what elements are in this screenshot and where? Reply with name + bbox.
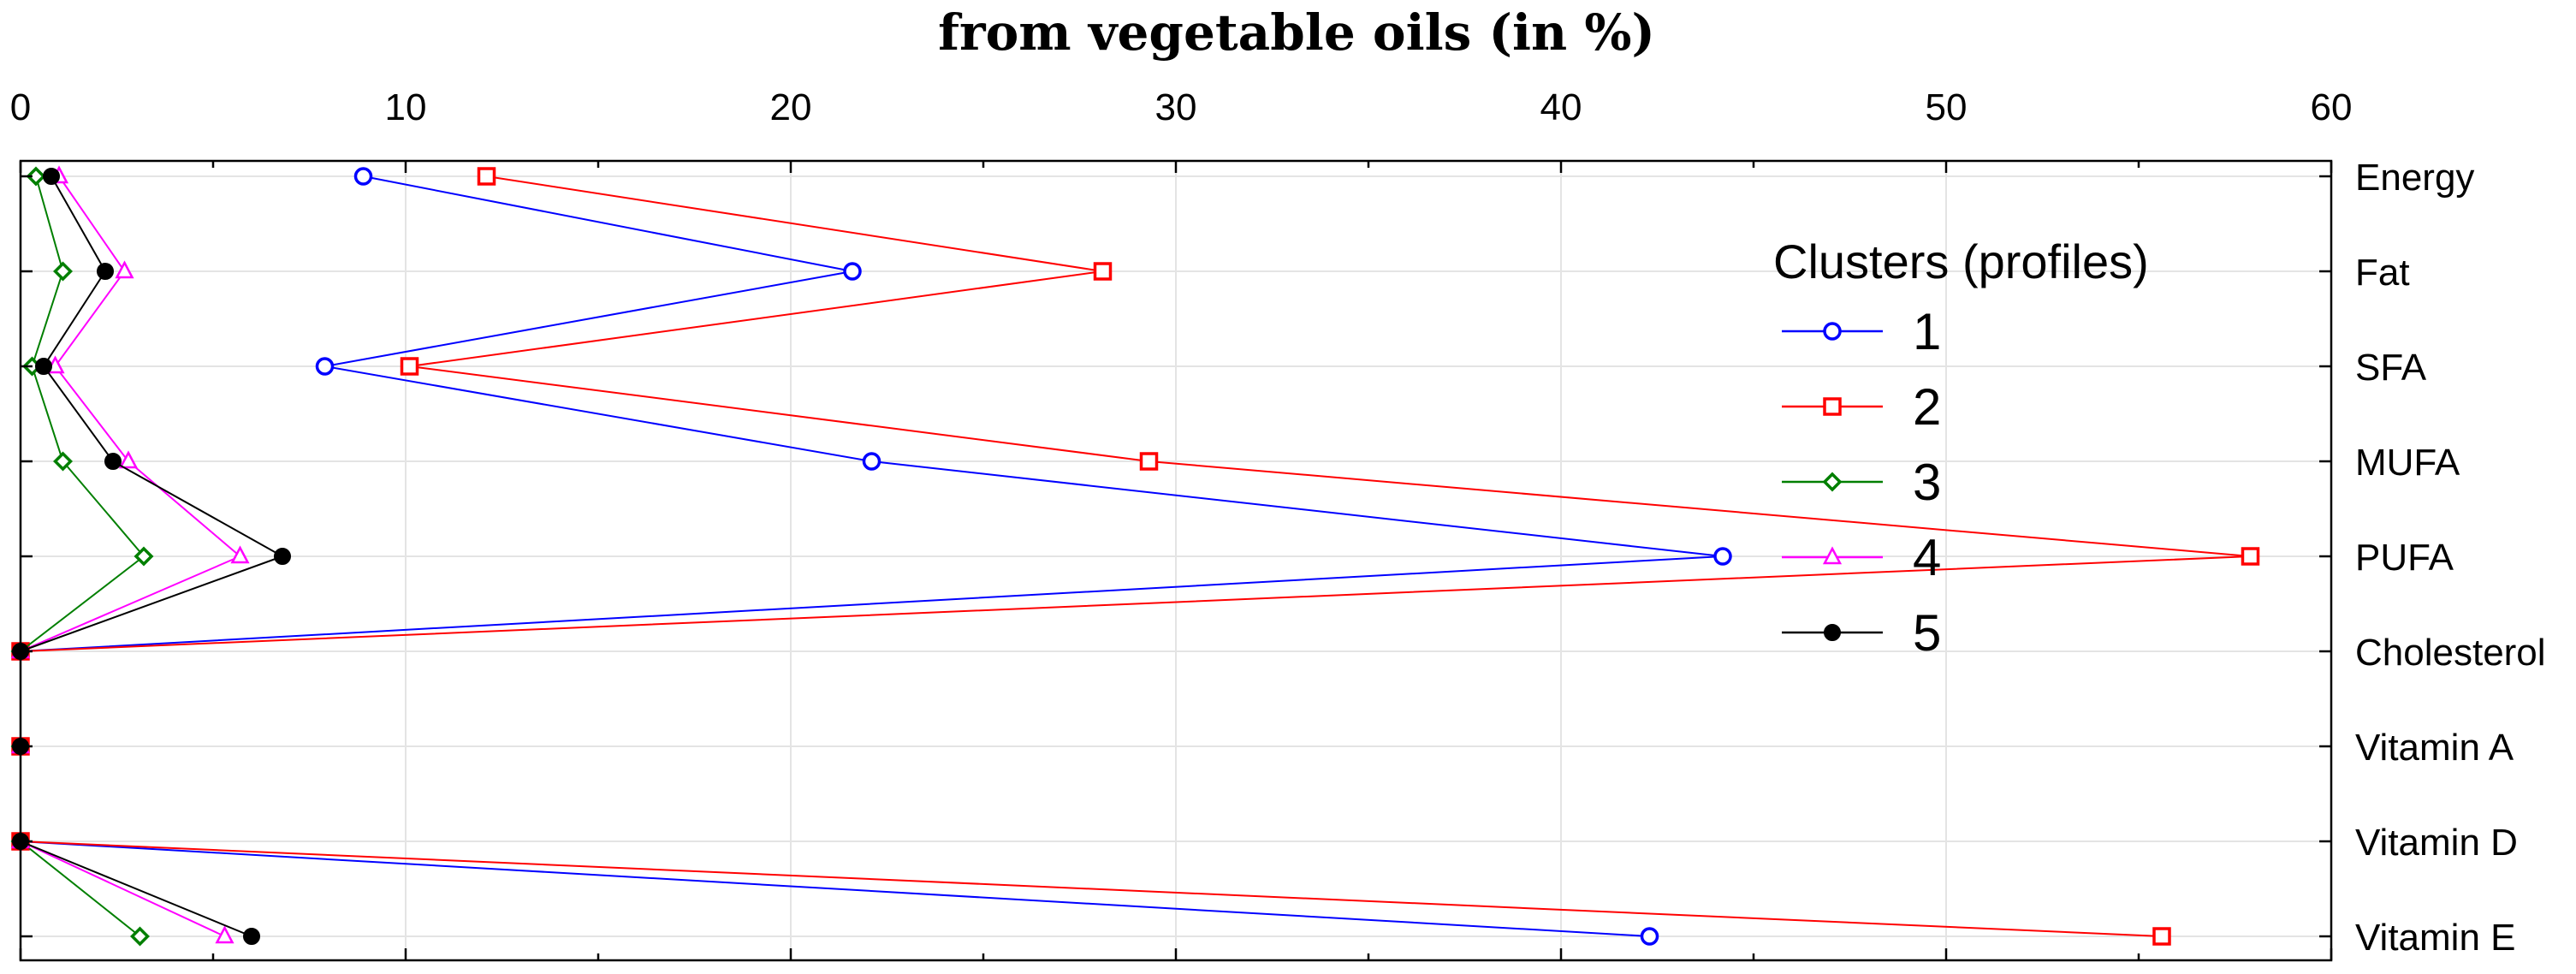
legend-label: 3 <box>1913 454 1941 511</box>
legend: Clusters (profiles) 1 2 3 4 5 <box>1773 235 2149 662</box>
legend-label: 4 <box>1913 529 1941 586</box>
data-point <box>1822 546 1843 565</box>
data-point <box>215 925 234 944</box>
category-label: MUFA <box>2355 442 2460 484</box>
x-tick-label: 20 <box>770 86 812 128</box>
data-point <box>1822 472 1843 492</box>
data-point <box>1139 452 1159 471</box>
data-point <box>26 166 46 187</box>
data-point <box>104 453 122 470</box>
data-point <box>2152 927 2171 946</box>
x-tick-label: 60 <box>2311 86 2353 128</box>
data-point <box>274 548 291 565</box>
x-tick-label: 40 <box>1540 86 1582 128</box>
data-point <box>477 167 496 186</box>
grid <box>21 161 2331 960</box>
x-tick-label: 30 <box>1155 86 1197 128</box>
chart-title: from vegetable oils (in %) <box>938 3 1655 62</box>
data-point <box>862 452 881 471</box>
x-tick-label: 10 <box>385 86 427 128</box>
category-label: SFA <box>2355 347 2427 389</box>
data-point <box>130 926 150 947</box>
legend-title: Clusters (profiles) <box>1773 235 2149 288</box>
data-point <box>97 263 114 280</box>
data-point <box>400 357 419 376</box>
data-point <box>35 358 52 375</box>
data-point <box>1823 397 1842 416</box>
data-point <box>1823 322 1842 341</box>
data-point <box>115 260 134 279</box>
data-point <box>2241 547 2260 566</box>
data-point <box>243 928 260 945</box>
legend-label: 2 <box>1913 378 1941 436</box>
data-point <box>118 450 139 469</box>
data-point <box>53 451 73 472</box>
data-point <box>1093 262 1113 281</box>
data-point <box>1713 547 1732 566</box>
data-point <box>53 261 73 282</box>
category-label: Fat <box>2355 252 2410 294</box>
legend-item: 3 <box>1782 454 1941 511</box>
data-point <box>843 262 862 281</box>
x-tick-label: 50 <box>1926 86 1968 128</box>
series-4 <box>10 165 250 944</box>
category-label: PUFA <box>2355 537 2454 579</box>
legend-item: 4 <box>1782 529 1941 586</box>
legend-label: 5 <box>1913 604 1941 662</box>
x-tick-label: 0 <box>10 86 31 128</box>
data-point <box>134 546 154 567</box>
category-axis: Energy Fat SFA MUFA PUFA Cholesterol Vitamin A… <box>21 157 2546 959</box>
legend-label: 1 <box>1913 303 1941 360</box>
category-label: Energy <box>2355 157 2474 199</box>
category-label: Vitamin A <box>2355 727 2514 769</box>
category-label: Cholesterol <box>2355 632 2546 674</box>
data-point <box>1640 927 1659 946</box>
legend-item: 5 <box>1782 604 1941 662</box>
legend-item: 2 <box>1782 378 1941 436</box>
data-point <box>315 357 335 376</box>
category-label: Vitamin D <box>2355 822 2518 864</box>
legend-item: 1 <box>1782 303 1941 360</box>
data-point <box>353 167 373 186</box>
category-label: Vitamin E <box>2355 917 2516 959</box>
data-point <box>230 545 250 564</box>
data-point <box>43 168 60 185</box>
x-axis: 0 10 20 30 40 50 60 <box>10 86 2353 960</box>
data-point <box>1824 624 1841 641</box>
